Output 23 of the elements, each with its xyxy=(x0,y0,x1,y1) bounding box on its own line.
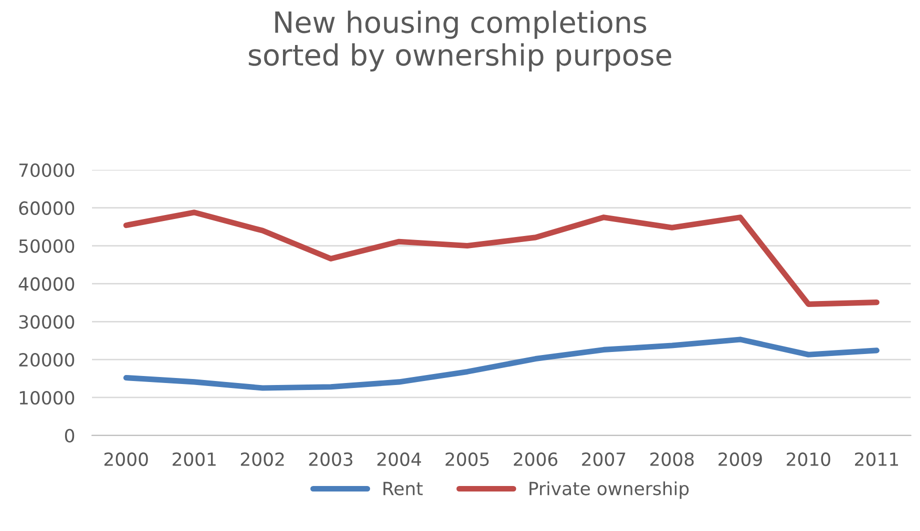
legend-label: Private ownership xyxy=(530,481,689,499)
x-tick-label: 2006 xyxy=(514,452,558,466)
x-tick-label: 2008 xyxy=(650,452,694,466)
y-tick-label: 40000 xyxy=(18,277,74,291)
x-tick-label: 2001 xyxy=(172,452,216,466)
y-tick-label: 70000 xyxy=(19,163,74,178)
x-tick-label: 2011 xyxy=(855,452,898,466)
y-tick-label: 20000 xyxy=(19,353,74,367)
x-tick-label: 2007 xyxy=(582,452,626,466)
y-tick-label: 30000 xyxy=(19,315,74,329)
x-tick-label: 2005 xyxy=(446,452,489,466)
x-tick-label: 2003 xyxy=(309,452,352,466)
legend-label: Rent xyxy=(384,482,423,496)
y-tick-label: 50000 xyxy=(19,239,74,253)
y-tick-label: 10000 xyxy=(20,390,74,405)
x-tick-label: 2004 xyxy=(377,452,422,466)
x-tick-label: 2009 xyxy=(718,452,762,466)
y-tick-label: 60000 xyxy=(19,201,74,215)
x-tick-label: 2002 xyxy=(240,452,284,466)
x-tick-label: 2010 xyxy=(786,452,830,466)
y-tick-label: 0 xyxy=(65,428,74,443)
chart-title: New housing completions sorted by ownership purpose xyxy=(248,10,672,72)
x-tick-label: 2000 xyxy=(104,452,148,466)
